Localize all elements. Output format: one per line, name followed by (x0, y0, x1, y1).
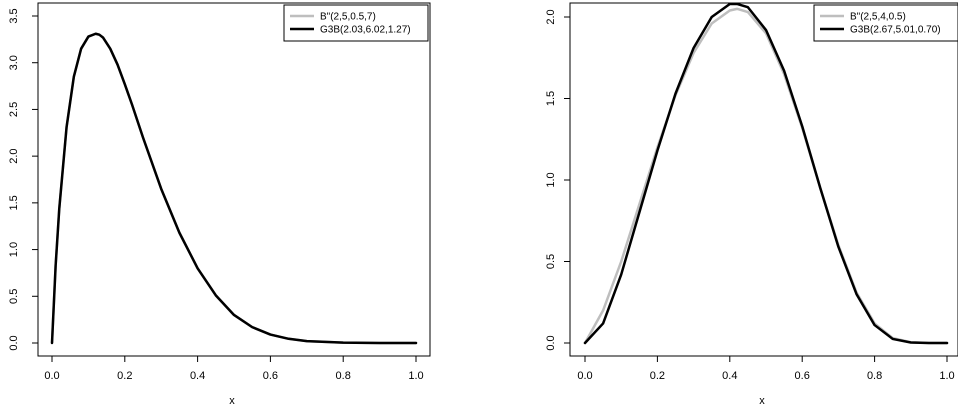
y-tick-label: 1.5 (8, 195, 20, 210)
y-tick-label: 2.0 (8, 148, 20, 163)
left-chart: 0.0 0.2 0.4 0.6 0.8 1.0 0.0 0.5 1.0 1.5 2.0 2.5 3.0 3… (8, 2, 431, 407)
x-tick-label: 0.8 (867, 370, 882, 382)
legend-label-2: G3B(2.67,5.01,0.70) (850, 25, 941, 36)
y-tick-label: 0.0 (545, 335, 557, 350)
x-tick-label: 1.0 (939, 370, 954, 382)
legend-label-2: G3B(2.03,6.02,1.27) (320, 25, 411, 36)
legend-box (283, 4, 429, 42)
x-axis-label: x (229, 395, 235, 407)
right-chart: 0.0 0.2 0.4 0.6 0.8 1.0 0.0 0.5 1.0 1.5 2.0 x B"(2,5… (545, 2, 958, 407)
x-tick-label: 0.2 (650, 370, 665, 382)
y-tick-label: 1.0 (8, 242, 20, 257)
x-tick-label: 0.8 (336, 370, 351, 382)
y-tick-label: 1.0 (545, 172, 557, 187)
x-tick-label: 1.0 (408, 370, 423, 382)
x-tick-label: 0.4 (722, 370, 737, 382)
y-tick-label: 0.5 (545, 254, 557, 269)
series-line-2 (583, 2, 949, 345)
y-tick-label: 2.5 (8, 102, 20, 117)
x-tick-label: 0.2 (117, 370, 132, 382)
x-tick-label: 0.6 (795, 370, 810, 382)
legend-box (813, 4, 958, 42)
x-tick-label: 0.6 (263, 370, 278, 382)
y-tick-label: 1.5 (545, 91, 557, 106)
x-tick-label: 0.4 (190, 370, 205, 382)
series-line-2 (50, 32, 418, 345)
y-tick-label: 3.0 (8, 55, 20, 70)
y-tick-label: 2.0 (545, 9, 557, 24)
y-tick-label: 0.0 (8, 335, 20, 350)
plot-frame (569, 2, 958, 357)
y-tick-label: 3.5 (8, 8, 20, 23)
x-tick-label: 0.0 (577, 370, 592, 382)
plot-frame (37, 2, 431, 357)
series-line-1 (50, 32, 418, 345)
y-tick-label: 0.5 (8, 289, 20, 304)
legend-label-1: B"(2,5,0.5,7) (320, 12, 376, 23)
x-axis-label: x (759, 395, 765, 407)
legend-label-1: B"(2,5,4,0.5) (850, 12, 906, 23)
series-line-1 (583, 7, 949, 345)
x-tick-label: 0.0 (44, 370, 59, 382)
